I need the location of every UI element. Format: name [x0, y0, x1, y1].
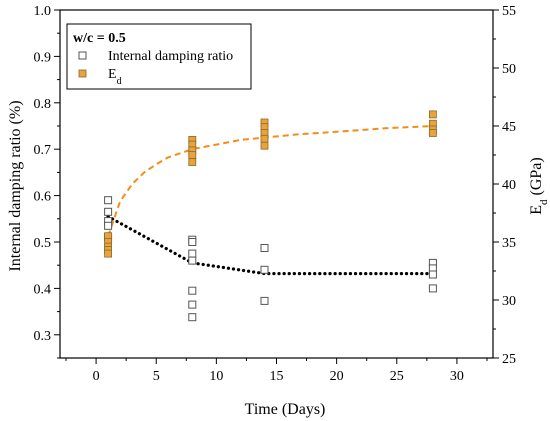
damping-ratio-point [260, 244, 269, 252]
damping-ratio-point [188, 313, 197, 322]
left-y-tick-label: 0.4 [34, 282, 52, 297]
x-tick-label: 15 [270, 369, 284, 384]
left-y-tick-label: 0.5 [34, 236, 52, 251]
legend-label-ed: Ed [108, 67, 122, 87]
ed-point [260, 134, 269, 143]
data-markers [104, 110, 437, 322]
right-y-tick-label: 25 [502, 352, 516, 367]
legend-label-ed-main: E [108, 67, 117, 82]
left-y-axis-ticks: 0.3 0.4 0.5 0.6 0.7 0.8 0.9 1.0 [34, 4, 60, 359]
legend-marker-damping-ratio [78, 51, 87, 60]
left-y-tick-label: 0.8 [34, 97, 52, 112]
legend: w/c = 0.5 Internal damping ratio Ed [66, 23, 252, 90]
fit-lines [106, 125, 435, 276]
right-y-tick-label: 40 [502, 178, 516, 193]
right-y-tick-label: 55 [502, 4, 516, 19]
damping-ratio-point [188, 249, 197, 258]
legend-label-ed-subscript: d [117, 76, 122, 87]
x-tick-label: 10 [209, 369, 223, 384]
x-tick-label: 20 [330, 369, 344, 384]
x-tick-label: 25 [390, 369, 404, 384]
left-y-tick-label: 0.9 [34, 50, 52, 65]
right-y-axis-title-subscript: d [538, 199, 550, 205]
legend-title: w/c = 0.5 [73, 31, 126, 46]
ed-point [188, 158, 197, 166]
damping-ratio-point [104, 207, 113, 216]
right-y-tick-label: 35 [502, 236, 516, 251]
legend-box [66, 23, 252, 90]
damping-ratio-point [260, 296, 269, 305]
ed-point [188, 151, 197, 159]
damping-ratio-point [428, 270, 437, 279]
damping-ratio-point [260, 265, 269, 274]
ed-point [260, 141, 269, 150]
left-y-axis-title: Internal damping ratio (%) [7, 100, 24, 271]
x-tick-label: 5 [153, 369, 160, 384]
left-y-tick-label: 0.6 [34, 190, 52, 205]
damping-ratio-point [188, 300, 197, 309]
left-y-tick-label: 0.3 [34, 329, 52, 344]
damping-ratio-point [188, 238, 197, 246]
x-axis-ticks: 0 5 10 15 20 25 30 [65, 358, 488, 384]
ed-point [428, 110, 437, 119]
ed-point [428, 129, 437, 137]
ed-fit-line [107, 125, 433, 237]
x-tick-label: 30 [450, 369, 464, 384]
damping-ratio-point [188, 286, 197, 295]
left-y-tick-label: 0.7 [34, 143, 52, 158]
right-y-tick-label: 30 [502, 294, 516, 309]
right-y-tick-label: 45 [502, 120, 516, 135]
right-y-axis-title: Ed (GPa) [528, 157, 550, 215]
damping-ratio-point [104, 221, 113, 230]
x-tick-label: 0 [93, 369, 100, 384]
right-y-axis-title-unit: (GPa) [528, 157, 545, 199]
legend-marker-ed [78, 69, 87, 78]
damping-ratio-point [428, 284, 437, 293]
damping-ratio-point [104, 196, 113, 205]
right-y-axis-title-main: E [528, 205, 545, 215]
left-y-tick-label: 1.0 [34, 4, 52, 19]
damping-ratio-point [188, 256, 197, 265]
x-axis-title: Time (Days) [245, 401, 326, 418]
damping-ratio-fit-line [106, 214, 435, 276]
right-y-tick-label: 50 [502, 62, 516, 77]
legend-label-damping-ratio: Internal damping ratio [108, 49, 233, 64]
ed-point [104, 249, 112, 258]
right-y-axis-ticks: 25 30 35 40 45 50 55 [493, 4, 516, 367]
